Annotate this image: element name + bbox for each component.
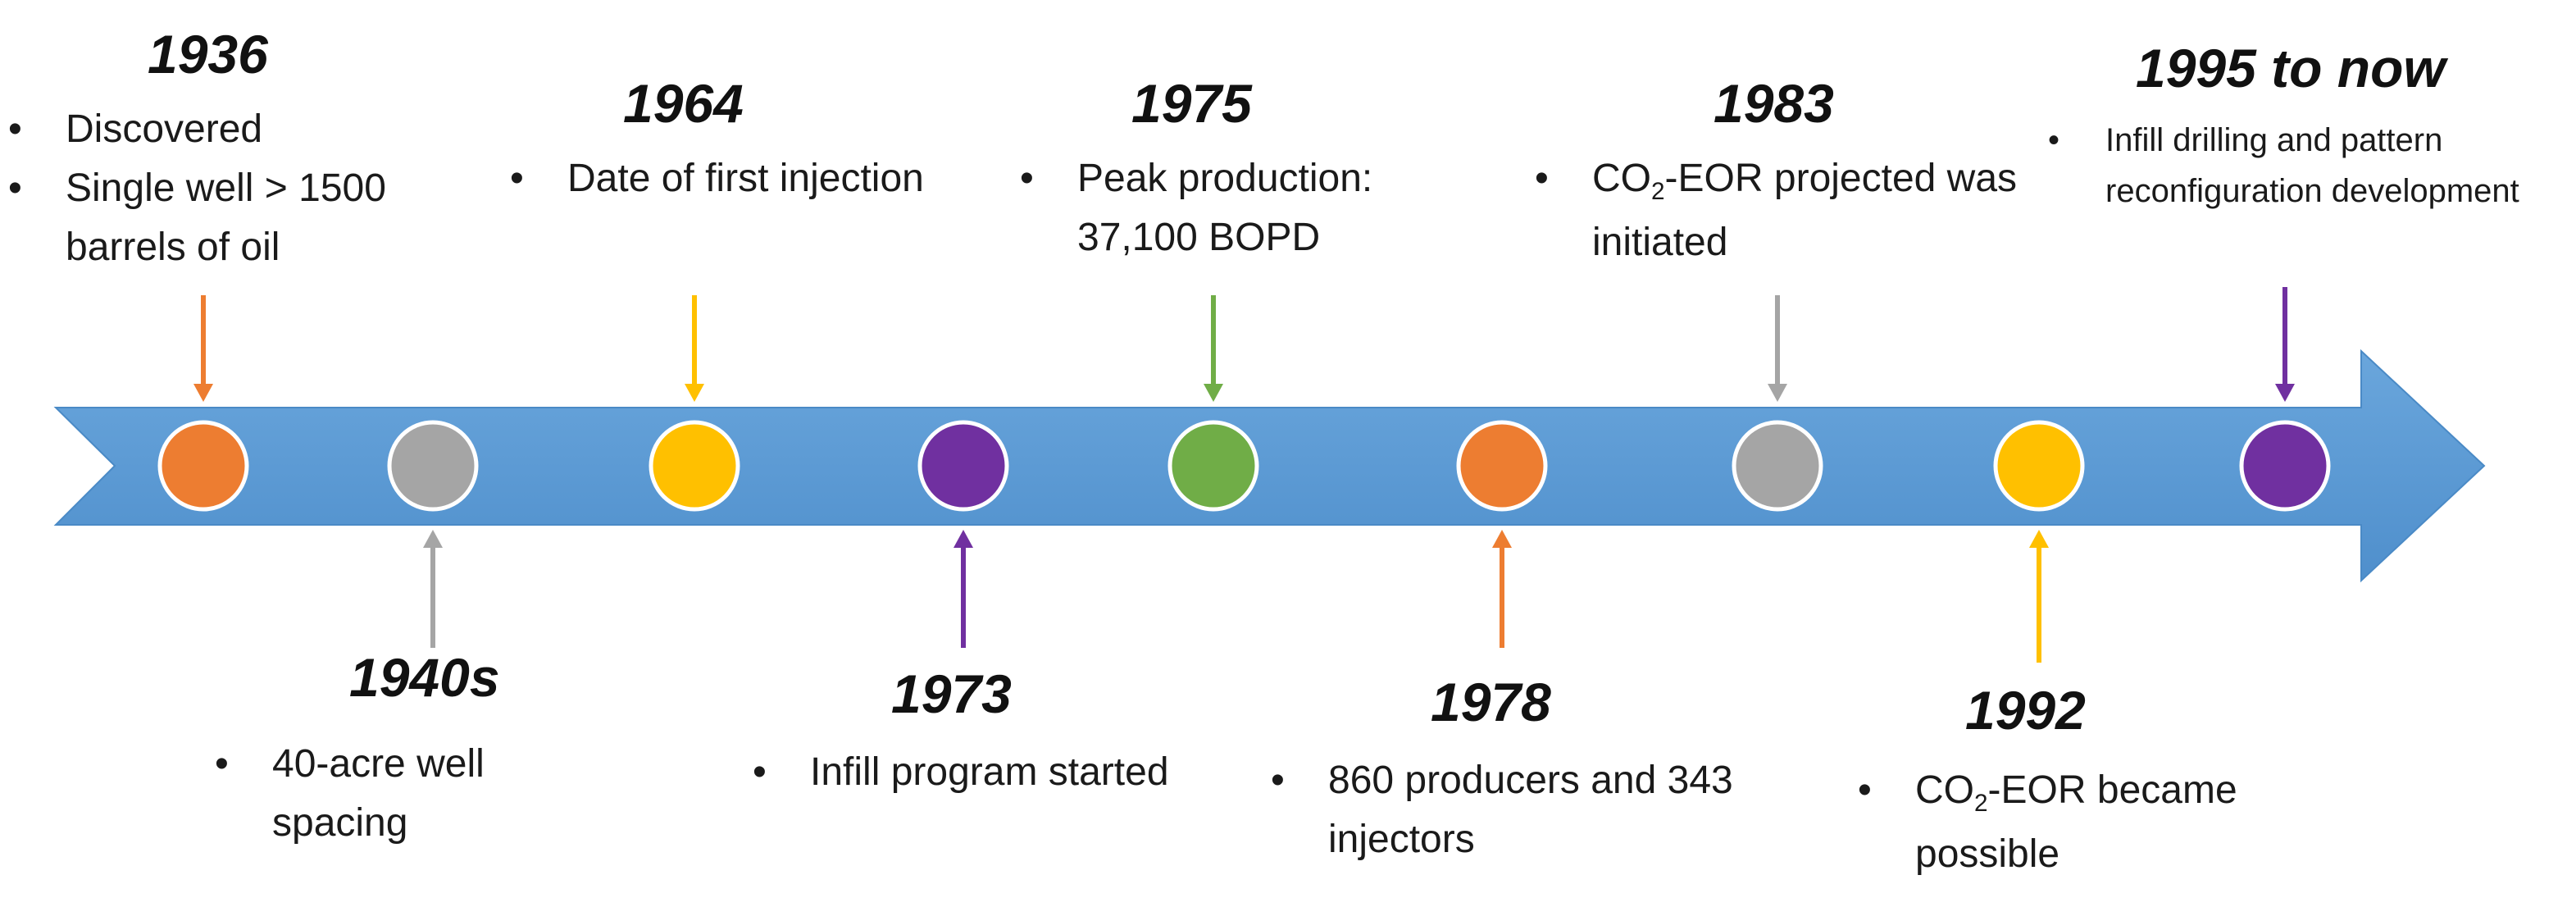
event-description-list: Date of first injection [502, 149, 961, 208]
event-description-item: 40-acre well spacing [207, 735, 617, 853]
connector-arrow-1964 [685, 295, 704, 402]
event-description-item: Peak production: 37,100 BOPD [1012, 149, 1504, 267]
event-description-list: DiscoveredSingle well > 1500 barrels of … [0, 100, 508, 277]
timeline-marker-1940s [387, 420, 479, 512]
connector-arrow-1973 [953, 530, 973, 648]
event-description-list: Peak production: 37,100 BOPD [1012, 149, 1504, 267]
timeline-marker-1973 [917, 420, 1009, 512]
event-description-list: 860 producers and 343 injectors [1263, 751, 1755, 869]
event-description-item: Discovered [0, 100, 508, 159]
timeline-marker-1975 [1167, 420, 1259, 512]
connector-arrow-1940s [423, 530, 443, 648]
year-label: 1940s [349, 647, 500, 708]
event-description-item: CO2-EOR became possible [1850, 761, 2309, 884]
timeline-marker-1936 [157, 420, 249, 512]
timeline-marker-1964 [649, 420, 740, 512]
event-description-item: 860 producers and 343 injectors [1263, 751, 1755, 869]
connector-arrow-1992 [2029, 530, 2049, 663]
connector-arrow-1983 [1768, 295, 1787, 402]
event-description-item: Single well > 1500 barrels of oil [0, 159, 508, 277]
event-description-list: 40-acre well spacing [207, 735, 617, 853]
year-label: 1983 [1714, 73, 1834, 134]
event-description-list: CO2-EOR projected was initiated [1527, 149, 2035, 272]
connector-arrow-1936 [193, 295, 213, 402]
year-label: 1978 [1431, 672, 1551, 732]
timeline-marker-1992 [1993, 420, 2085, 512]
timeline-marker-1983 [1732, 420, 1823, 512]
year-label: 1973 [891, 663, 1012, 724]
connector-arrow-1995-to-now [2275, 287, 2295, 402]
timeline-marker-1995-to-now [2239, 420, 2331, 512]
timeline-markers [157, 287, 2331, 663]
event-description-list: CO2-EOR became possible [1850, 761, 2309, 884]
connector-arrow-1978 [1492, 530, 1512, 648]
year-label: 1936 [148, 24, 268, 84]
year-label: 1975 [1131, 73, 1252, 134]
event-description-item: Infill program started [744, 743, 1171, 802]
event-description-list: Infill drilling and pattern reconfigurat… [2040, 115, 2576, 216]
timeline-arrow-band [53, 349, 2486, 583]
event-description-item: Infill drilling and pattern reconfigurat… [2040, 115, 2576, 216]
timeline-marker-1978 [1456, 420, 1548, 512]
connector-arrow-1975 [1204, 295, 1223, 402]
event-description-list: Infill program started [744, 743, 1171, 802]
event-description-item: Date of first injection [502, 149, 961, 208]
year-label: 1992 [1965, 680, 2086, 741]
event-description-item: CO2-EOR projected was initiated [1527, 149, 2035, 272]
year-label: 1995 to now [2136, 38, 2446, 98]
year-label: 1964 [623, 73, 744, 134]
